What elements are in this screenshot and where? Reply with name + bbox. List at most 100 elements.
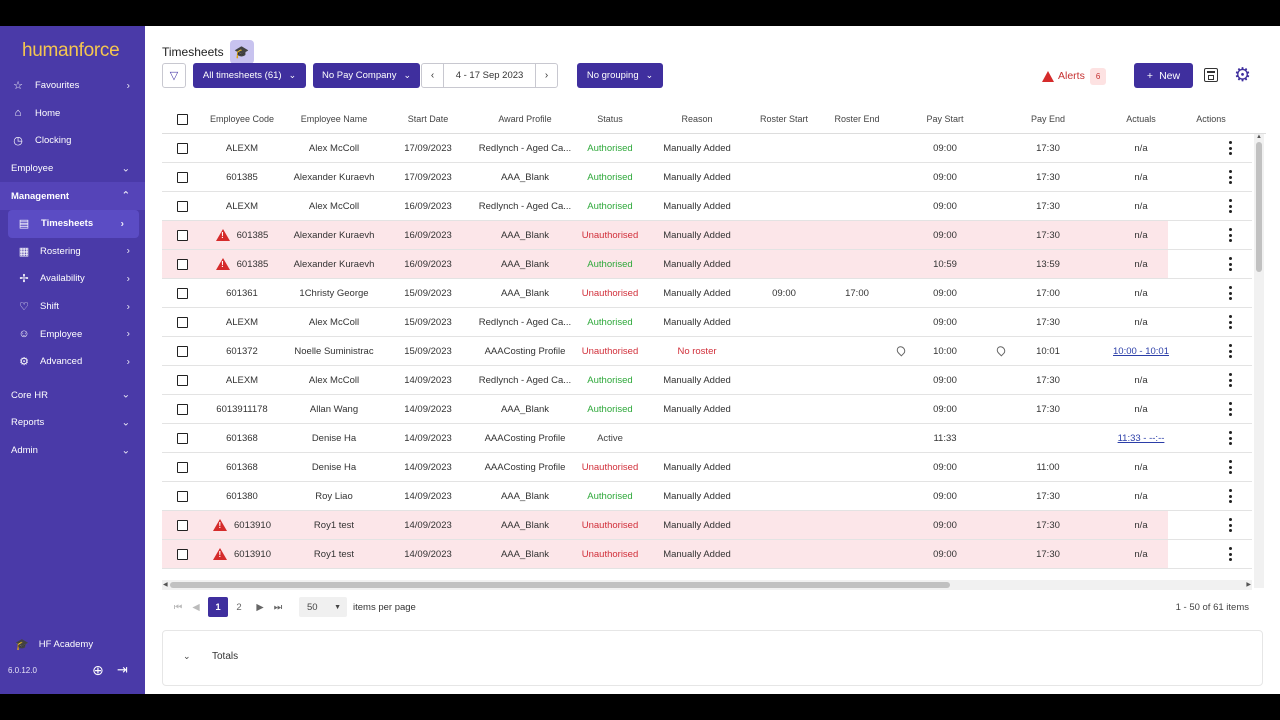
sidebar-item-advanced[interactable]: ⚙ Advanced › bbox=[0, 348, 145, 376]
table-row[interactable]: ALEXM Alex McColl 16/09/2023 Redlynch - Age… bbox=[162, 192, 1252, 221]
table-row[interactable]: 601368 Denise Ha 14/09/2023 AAACosting Prof… bbox=[162, 424, 1252, 453]
calendar-icon[interactable] bbox=[1204, 68, 1218, 82]
row-actions-menu-icon[interactable] bbox=[1228, 460, 1232, 474]
last-page-icon[interactable]: ⏭ bbox=[273, 601, 283, 613]
alerts-button[interactable]: Alerts 6 bbox=[1042, 66, 1107, 86]
sidebar-item-management[interactable]: Management ⌃ bbox=[0, 182, 145, 210]
row-checkbox[interactable] bbox=[177, 201, 188, 212]
prev-period-button[interactable]: ‹ bbox=[422, 64, 444, 87]
sidebar-item-home[interactable]: ⌂ Home bbox=[0, 100, 145, 128]
row-actions-menu-icon[interactable] bbox=[1228, 315, 1232, 329]
row-checkbox[interactable] bbox=[177, 549, 188, 560]
hf-academy-link[interactable]: 🎓 HF Academy bbox=[15, 638, 93, 651]
select-all-checkbox[interactable] bbox=[177, 114, 188, 125]
sidebar-item-admin[interactable]: Admin ⌄ bbox=[0, 437, 145, 465]
column-header-status[interactable]: Status bbox=[597, 114, 623, 124]
academy-badge-icon[interactable]: 🎓 bbox=[229, 40, 254, 64]
row-actions-menu-icon[interactable] bbox=[1228, 547, 1232, 561]
column-header-pay-start[interactable]: Pay Start bbox=[926, 114, 964, 124]
new-button[interactable]: + New bbox=[1134, 63, 1193, 88]
sidebar-item-clocking[interactable]: ◷ Clocking bbox=[0, 127, 145, 155]
gear-icon[interactable]: ⚙ bbox=[1234, 65, 1252, 86]
column-header-actions[interactable]: Actions bbox=[1196, 114, 1226, 124]
row-actions-menu-icon[interactable] bbox=[1228, 402, 1232, 416]
table-row[interactable]: 601385 Alexander Kuraevh 16/09/2023 AAA_Bla… bbox=[162, 250, 1252, 279]
sidebar-item-reports[interactable]: Reports ⌄ bbox=[0, 409, 145, 437]
row-actions-menu-icon[interactable] bbox=[1228, 170, 1232, 184]
horizontal-scrollbar[interactable]: ◀ ▶ bbox=[162, 580, 1252, 590]
table-row[interactable]: 601361 1Christy George 15/09/2023 AAA_Blank… bbox=[162, 279, 1252, 308]
page-2-button[interactable]: 2 bbox=[236, 601, 242, 613]
sidebar-item-core-hr[interactable]: Core HR ⌄ bbox=[0, 382, 145, 410]
sidebar-item-employee[interactable]: Employee ⌄ bbox=[0, 155, 145, 183]
grouping-dropdown[interactable]: No grouping ⌄ bbox=[577, 63, 663, 88]
row-actions-menu-icon[interactable] bbox=[1228, 489, 1232, 503]
table-row[interactable]: 601385 Alexander Kuraevh 16/09/2023 AAA_Bla… bbox=[162, 221, 1252, 250]
table-row[interactable]: 601372 Noelle Suministrac 15/09/2023 AAACos… bbox=[162, 337, 1252, 366]
row-checkbox[interactable] bbox=[177, 346, 188, 357]
row-checkbox[interactable] bbox=[177, 433, 188, 444]
table-row[interactable]: ALEXM Alex McColl 17/09/2023 Redlynch - Age… bbox=[162, 134, 1252, 163]
row-actions-menu-icon[interactable] bbox=[1228, 228, 1232, 242]
sidebar-item-shift[interactable]: ♡ Shift › bbox=[0, 293, 145, 321]
column-header-roster-end[interactable]: Roster End bbox=[834, 114, 880, 124]
table-row[interactable]: 601391117​8 Allan Wang 14/09/2023 AAA_Blank… bbox=[162, 395, 1252, 424]
totals-panel[interactable]: ⌄ Totals bbox=[162, 630, 1263, 686]
column-header-award-profile[interactable]: Award Profile bbox=[498, 114, 552, 124]
row-checkbox[interactable] bbox=[177, 491, 188, 502]
table-row[interactable]: 6013910 Roy1 test 14/09/2023 AAA_Blank Unaut… bbox=[162, 540, 1252, 569]
row-checkbox[interactable] bbox=[177, 230, 188, 241]
per-page-select[interactable]: 50 ▼ bbox=[299, 597, 347, 617]
table-row[interactable]: ALEXM Alex McColl 14/09/2023 Redlynch - Age… bbox=[162, 366, 1252, 395]
sidebar-item-availability[interactable]: ✢ Availability › bbox=[0, 265, 145, 293]
row-checkbox[interactable] bbox=[177, 404, 188, 415]
logout-icon[interactable]: ⇥ bbox=[117, 662, 128, 677]
table-row[interactable]: 601368 Denise Ha 14/09/2023 AAACosting Prof… bbox=[162, 453, 1252, 482]
scroll-up-icon[interactable]: ▲ bbox=[1256, 134, 1262, 140]
cell-actuals-text[interactable]: 10:00 - 10:01 bbox=[1113, 345, 1169, 357]
pay-company-dropdown[interactable]: No Pay Company ⌄ bbox=[313, 63, 420, 88]
vertical-scrollbar[interactable]: ▲ bbox=[1254, 134, 1264, 588]
row-checkbox[interactable] bbox=[177, 520, 188, 531]
prev-page-icon[interactable]: ◀ bbox=[192, 601, 200, 613]
column-header-start-date[interactable]: Start Date bbox=[407, 114, 449, 124]
row-checkbox[interactable] bbox=[177, 259, 188, 270]
horizontal-scroll-thumb[interactable] bbox=[170, 582, 950, 588]
row-actions-menu-icon[interactable] bbox=[1228, 199, 1232, 213]
row-checkbox[interactable] bbox=[177, 462, 188, 473]
column-header-employee-name[interactable]: Employee Name bbox=[300, 114, 368, 124]
row-actions-menu-icon[interactable] bbox=[1228, 518, 1232, 532]
sidebar-item-favourites[interactable]: ☆ Favourites › bbox=[0, 72, 145, 100]
row-actions-menu-icon[interactable] bbox=[1228, 286, 1232, 300]
globe-icon[interactable]: ⊕ bbox=[92, 662, 104, 678]
filter-button[interactable]: ▽ bbox=[162, 63, 186, 88]
sidebar-item-timesheets[interactable]: ▤ Timesheets › bbox=[8, 209, 139, 238]
scroll-left-icon[interactable]: ◀ bbox=[163, 582, 168, 588]
row-actions-menu-icon[interactable] bbox=[1228, 431, 1232, 445]
cell-actuals-text[interactable]: 11:33 - --:-- bbox=[1117, 432, 1165, 444]
table-row[interactable]: ALEXM Alex McColl 15/09/2023 Redlynch - Age… bbox=[162, 308, 1252, 337]
row-checkbox[interactable] bbox=[177, 288, 188, 299]
table-row[interactable]: 601380 Roy Liao 14/09/2023 AAA_Blank Authori… bbox=[162, 482, 1252, 511]
row-actions-menu-icon[interactable] bbox=[1228, 141, 1232, 155]
vertical-scroll-thumb[interactable] bbox=[1256, 142, 1262, 272]
row-actions-menu-icon[interactable] bbox=[1228, 344, 1232, 358]
scroll-right-icon[interactable]: ▶ bbox=[1246, 582, 1251, 588]
next-period-button[interactable]: › bbox=[535, 64, 557, 87]
row-checkbox[interactable] bbox=[177, 375, 188, 386]
column-header-roster-start[interactable]: Roster Start bbox=[759, 114, 808, 124]
sidebar-item-rostering[interactable]: ▦ Rostering › bbox=[0, 238, 145, 266]
first-page-icon[interactable]: ⏮ bbox=[173, 601, 183, 613]
warning-icon[interactable] bbox=[213, 519, 227, 531]
warning-icon[interactable] bbox=[215, 258, 230, 270]
next-page-icon[interactable]: ▶ bbox=[256, 601, 264, 613]
sidebar-item-employee[interactable]: ☺ Employee › bbox=[0, 320, 145, 348]
warning-icon[interactable] bbox=[215, 229, 230, 241]
humanforce-logo[interactable]: humanforce bbox=[22, 40, 120, 61]
date-range-label[interactable]: 4 - 17 Sep 2023 bbox=[455, 70, 524, 81]
row-checkbox[interactable] bbox=[177, 317, 188, 328]
page-1-button[interactable]: 1 bbox=[208, 597, 228, 617]
row-checkbox[interactable] bbox=[177, 143, 188, 154]
row-actions-menu-icon[interactable] bbox=[1228, 257, 1232, 271]
table-row[interactable]: 6013910 Roy1 test 14/09/2023 AAA_Blank Unaut… bbox=[162, 511, 1252, 540]
